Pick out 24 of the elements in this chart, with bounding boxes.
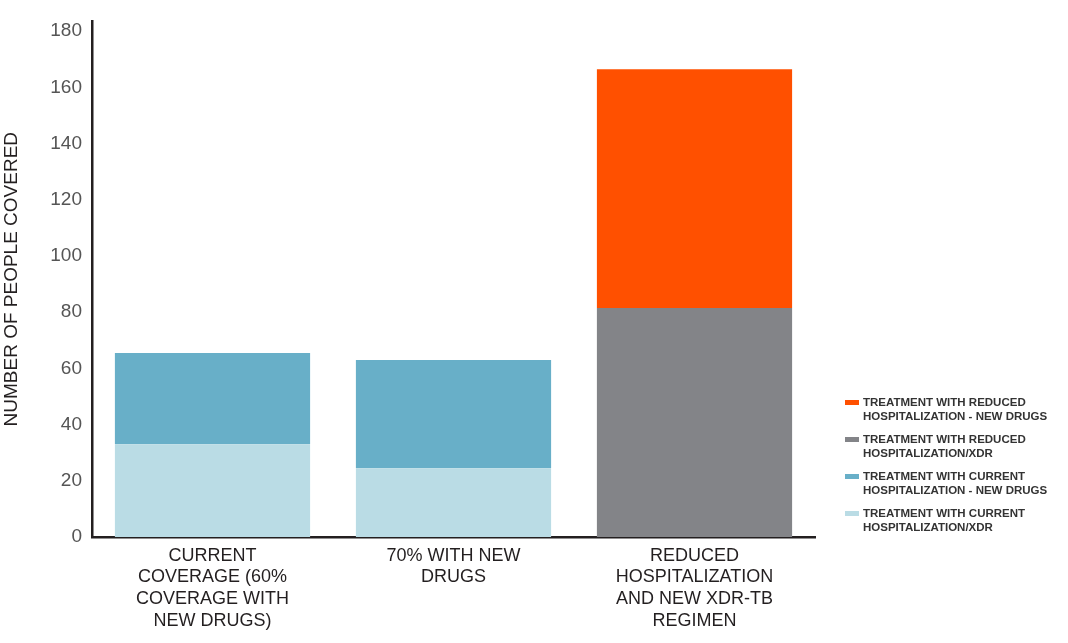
bar — [114, 352, 311, 445]
legend-label: TREATMENT WITH CURRENT HOSPITALIZATION/XDR — [863, 506, 1027, 534]
y-tick-label: 60 — [60, 356, 82, 378]
y-tick-label: 20 — [60, 469, 82, 491]
y-tick-label: 180 — [50, 19, 82, 41]
y-tick-label: 100 — [50, 244, 82, 266]
bar — [596, 69, 793, 308]
x-tick-label: REDUCED HOSPITALIZATION AND NEW XDR-TB REGIMEN — [615, 544, 774, 630]
y-tick-label: 160 — [50, 75, 82, 97]
y-axis-title: NUMBER OF PEOPLE COVERED — [0, 131, 21, 427]
y-tick-label: 140 — [50, 131, 82, 153]
bar — [355, 359, 552, 469]
x-tick-label: CURRENT COVERAGE (60% COVERAGE WITH NEW DRUGS) — [135, 544, 290, 630]
bar — [114, 444, 311, 537]
legend-label: TREATMENT WITH REDUCED HOSPITALIZATION/XDR — [863, 432, 1027, 460]
legend-label: TREATMENT WITH REDUCED HOSPITALIZATION - NEW DRUGS — [863, 395, 1049, 423]
x-tick-label: 70% WITH NEW DRUGS — [386, 544, 521, 587]
bar — [355, 468, 552, 537]
y-tick-label: 40 — [60, 412, 82, 434]
y-tick-label: 0 — [71, 525, 82, 547]
legend-label: TREATMENT WITH CURRENT HOSPITALIZATION - NEW DRUGS — [863, 469, 1049, 497]
y-tick-label: 120 — [50, 188, 82, 210]
bar — [596, 308, 793, 537]
y-tick-label: 80 — [60, 300, 82, 322]
